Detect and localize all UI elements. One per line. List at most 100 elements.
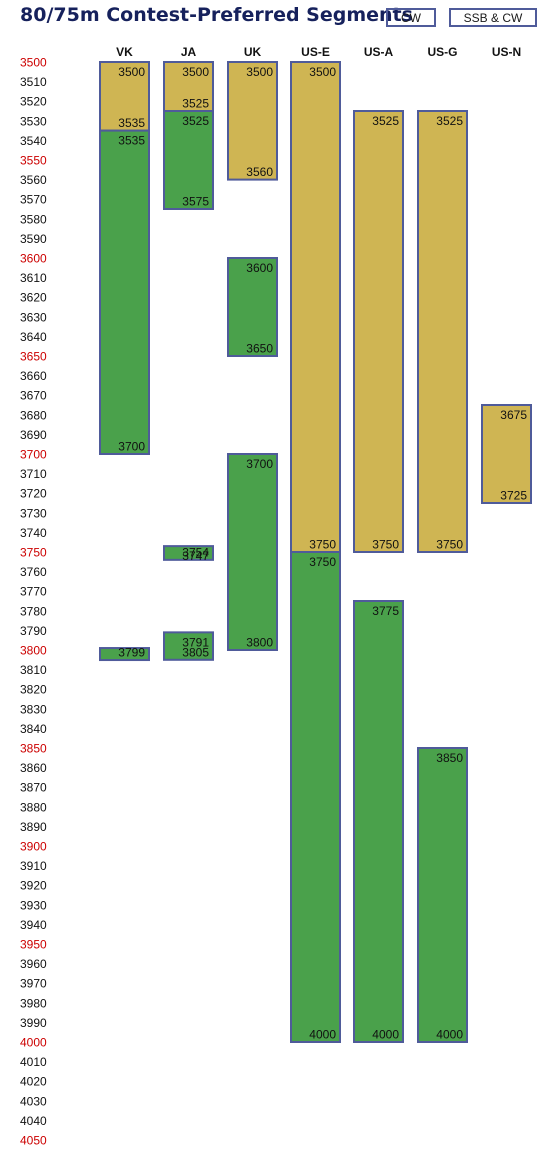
segment-vk-3535-3700-start-label: 3535 [118, 134, 145, 148]
segment-vk-3500-3535 [99, 61, 150, 132]
y-tick-label-3570: 3570 [20, 193, 47, 207]
y-tick-label-3720: 3720 [20, 487, 47, 501]
segment-us-a-3525-3750-start-label: 3525 [372, 114, 399, 128]
y-tick-label-3550: 3550 [20, 154, 47, 168]
chart-title: 80/75m Contest-Preferred Segments [20, 4, 413, 26]
y-tick-label-3880: 3880 [20, 800, 47, 814]
column-header-us-a: US-A [364, 45, 394, 59]
column-header-ja: JA [181, 45, 197, 59]
y-tick-label-3520: 3520 [20, 95, 47, 109]
y-tick-label-3700: 3700 [20, 448, 47, 462]
y-tick-label-3900: 3900 [20, 840, 47, 854]
column-header-uk: UK [244, 45, 262, 59]
y-tick-label-3910: 3910 [20, 859, 47, 873]
y-tick-label-3770: 3770 [20, 585, 47, 599]
y-tick-label-4040: 4040 [20, 1114, 47, 1128]
segment-ja-3791-3805-start-label: 3791 [182, 635, 209, 649]
column-header-vk: VK [116, 45, 133, 59]
segment-uk-3600-3650 [227, 257, 278, 357]
segment-us-n-3675-3725-end-label: 3725 [500, 489, 527, 503]
segment-ja-3791-3805 [163, 631, 214, 661]
y-tick-label-4030: 4030 [20, 1094, 47, 1108]
segment-us-e-3750-4000-end-label: 4000 [309, 1028, 336, 1042]
segment-ja-3747-3754 [163, 545, 214, 561]
segment-ja-3525-3575-start-label: 3525 [182, 114, 209, 128]
y-tick-label-3990: 3990 [20, 1016, 47, 1030]
segment-ja-3500-3525-end-label: 3525 [182, 97, 209, 111]
y-tick-label-3690: 3690 [20, 428, 47, 442]
segment-ja-3500-3525 [163, 61, 214, 112]
segment-us-e-3500-3750-end-label: 3750 [309, 538, 336, 552]
segment-us-a-3525-3750-end-label: 3750 [372, 538, 399, 552]
segment-us-a-3775-4000-end-label: 4000 [372, 1028, 399, 1042]
y-tick-label-3970: 3970 [20, 977, 47, 991]
segment-us-e-3500-3750-start-label: 3500 [309, 65, 336, 79]
y-tick-label-3810: 3810 [20, 663, 47, 677]
y-tick-label-3780: 3780 [20, 604, 47, 618]
column-header-us-g: US-G [428, 45, 458, 59]
y-tick-label-3850: 3850 [20, 742, 47, 756]
segment-us-a-3775-4000 [353, 600, 404, 1043]
segment-uk-3600-3650-start-label: 3600 [246, 261, 273, 275]
segment-us-e-3750-4000 [290, 551, 341, 1043]
y-tick-label-3870: 3870 [20, 781, 47, 795]
y-tick-label-3930: 3930 [20, 898, 47, 912]
segment-us-n-3675-3725 [481, 404, 532, 504]
segment-vk-3799-3800-end-label: 3799 [118, 646, 145, 660]
legend-ssb-cw-label: SSB & CW [463, 10, 523, 25]
segment-us-e-3750-4000-start-label: 3750 [309, 555, 336, 569]
y-tick-label-3740: 3740 [20, 526, 47, 540]
y-tick-label-3890: 3890 [20, 820, 47, 834]
y-tick-label-3840: 3840 [20, 722, 47, 736]
y-tick-label-4010: 4010 [20, 1055, 47, 1069]
y-tick-label-3710: 3710 [20, 467, 47, 481]
segment-ja-3525-3575 [163, 110, 214, 210]
segment-uk-3500-3560-start-label: 3500 [246, 65, 273, 79]
y-tick-label-3980: 3980 [20, 996, 47, 1010]
legend-cw: CW [386, 8, 436, 27]
y-tick-label-3560: 3560 [20, 173, 47, 187]
y-tick-label-3640: 3640 [20, 330, 47, 344]
segment-vk-3500-3535-start-label: 3500 [118, 65, 145, 79]
segment-us-a-3775-4000-start-label: 3775 [372, 604, 399, 618]
segment-vk-3799-3800 [99, 647, 150, 662]
column-header-us-e: US-E [301, 45, 330, 59]
segment-uk-3700-3800 [227, 453, 278, 651]
y-tick-label-3820: 3820 [20, 683, 47, 697]
y-tick-label-3950: 3950 [20, 938, 47, 952]
y-tick-label-3940: 3940 [20, 918, 47, 932]
legend-ssb-cw: SSB & CW [449, 8, 537, 27]
segment-uk-3600-3650-end-label: 3650 [246, 342, 273, 356]
y-tick-label-3500: 3500 [20, 56, 47, 70]
segment-us-g-3850-4000-start-label: 3850 [436, 751, 463, 765]
segment-us-a-3525-3750 [353, 110, 404, 553]
segment-vk-3535-3700 [99, 129, 150, 455]
segment-ja-3791-3805-end-label: 3805 [182, 645, 209, 659]
y-tick-label-3960: 3960 [20, 957, 47, 971]
y-tick-label-3920: 3920 [20, 879, 47, 893]
segment-us-e-3500-3750 [290, 61, 341, 553]
segment-uk-3700-3800-end-label: 3800 [246, 636, 273, 650]
legend-cw-label: CW [401, 10, 421, 25]
segment-ja-3525-3575-end-label: 3575 [182, 195, 209, 209]
segment-ja-3747-3754-start-label: 3747 [182, 549, 209, 563]
y-tick-label-3540: 3540 [20, 134, 47, 148]
segment-uk-3700-3800-start-label: 3700 [246, 457, 273, 471]
y-tick-label-3610: 3610 [20, 271, 47, 285]
y-tick-label-3630: 3630 [20, 310, 47, 324]
y-tick-label-3830: 3830 [20, 702, 47, 716]
y-tick-label-3580: 3580 [20, 212, 47, 226]
y-tick-label-4000: 4000 [20, 1036, 47, 1050]
segment-us-g-3525-3750 [417, 110, 468, 553]
segment-vk-3535-3700-end-label: 3700 [118, 440, 145, 454]
segment-us-g-3850-4000-end-label: 4000 [436, 1028, 463, 1042]
y-tick-label-3590: 3590 [20, 232, 47, 246]
column-header-us-n: US-N [492, 45, 521, 59]
y-tick-label-3670: 3670 [20, 389, 47, 403]
y-tick-label-3760: 3760 [20, 565, 47, 579]
y-tick-label-3510: 3510 [20, 75, 47, 89]
y-tick-label-3860: 3860 [20, 761, 47, 775]
segment-vk-3500-3535-end-label: 3535 [118, 116, 145, 130]
y-tick-label-3660: 3660 [20, 369, 47, 383]
